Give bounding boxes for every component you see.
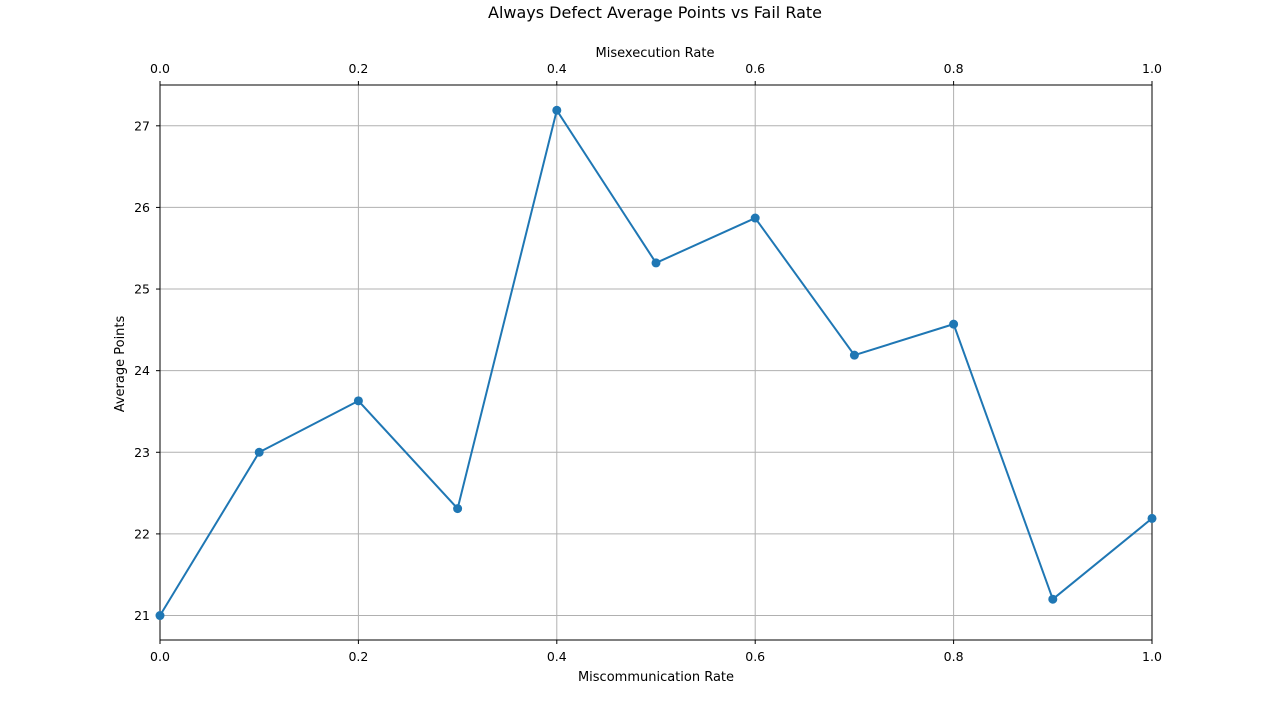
data-point	[254, 447, 264, 457]
data-point	[155, 611, 165, 621]
chart-title: Always Defect Average Points vs Fail Rat…	[488, 3, 822, 22]
data-point	[849, 350, 859, 360]
data-point	[353, 396, 363, 406]
plot-frame	[159, 84, 1153, 641]
data-point	[552, 105, 562, 115]
y-tick-label: 23	[134, 445, 150, 460]
x-tick-label: 0.6	[745, 649, 765, 664]
y-tick-label: 25	[134, 282, 150, 297]
series-line	[159, 109, 1153, 617]
data-series	[155, 105, 1157, 621]
y-axis-label: Average Points	[113, 315, 128, 412]
x-tick-label: 1.0	[1142, 649, 1162, 664]
y-tick-label: 21	[134, 608, 150, 623]
y-tick-label: 24	[134, 363, 150, 378]
data-point	[1147, 513, 1157, 523]
data-point	[949, 319, 959, 329]
data-point	[750, 213, 760, 223]
top-x-axis-label: Misexecution Rate	[596, 46, 715, 61]
axis-ticks: 0.0 0.2 0.4 0.6 0.8 1.0 0.0 0.2 0.4 0.6 0.8 1.0 21 22…	[134, 61, 1162, 664]
top-x-tick-label: 0.0	[150, 61, 170, 76]
top-x-tick-label: 0.2	[348, 61, 368, 76]
y-tick-label: 22	[134, 526, 150, 541]
x-tick-label: 0.4	[547, 649, 567, 664]
x-tick-label: 0.2	[348, 649, 368, 664]
top-x-tick-label: 0.8	[944, 61, 964, 76]
data-point	[1048, 594, 1058, 604]
top-x-tick-label: 1.0	[1142, 61, 1162, 76]
x-axis-label: Miscommunication Rate	[578, 670, 734, 685]
x-tick-label: 0.0	[150, 649, 170, 664]
top-x-tick-label: 0.4	[547, 61, 567, 76]
y-tick-label: 27	[134, 118, 150, 133]
data-point	[651, 258, 661, 268]
grid	[159, 85, 1153, 640]
y-tick-label: 26	[134, 200, 150, 215]
data-point	[453, 504, 463, 514]
top-x-tick-label: 0.6	[745, 61, 765, 76]
x-tick-label: 0.8	[944, 649, 964, 664]
